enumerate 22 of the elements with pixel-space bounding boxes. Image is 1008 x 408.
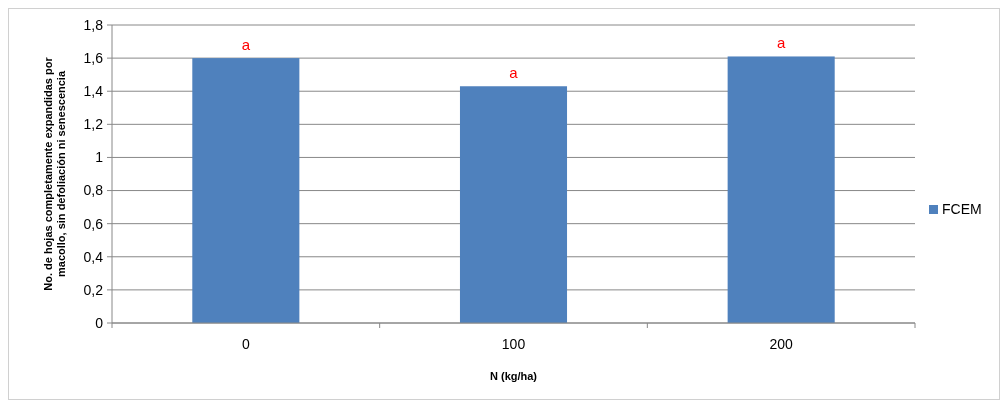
bar (459, 86, 568, 323)
y-tick-label: 0,4 (83, 248, 104, 265)
y-tick-label: 1,6 (83, 50, 104, 67)
x-tick-label: 200 (769, 336, 794, 352)
y-tick-label: 0,2 (83, 281, 104, 298)
x-axis-title: N (kg/ha) (489, 370, 538, 382)
annotation: a (509, 64, 519, 82)
y-tick-label: 1,4 (83, 83, 104, 100)
annotation: a (776, 34, 786, 52)
y-tick-label: 0,8 (83, 182, 104, 199)
y-tick-label: 1 (95, 149, 104, 166)
annotation: a (241, 36, 251, 54)
y-tick-label: 0 (95, 314, 104, 331)
bar (727, 56, 835, 323)
y-tick-label: 1,2 (83, 116, 104, 133)
bar (192, 58, 300, 323)
legend-label: FCEM (942, 201, 982, 218)
y-tick-label: 1,8 (83, 16, 104, 33)
y-axis-title: No. de hojas completamente expandidas por macollo, sin defoliación ni senescencia (41, 56, 67, 291)
y-tick-label: 0,6 (83, 215, 104, 232)
x-tick-label: 100 (501, 336, 526, 352)
x-tick-label: 0 (241, 336, 250, 352)
